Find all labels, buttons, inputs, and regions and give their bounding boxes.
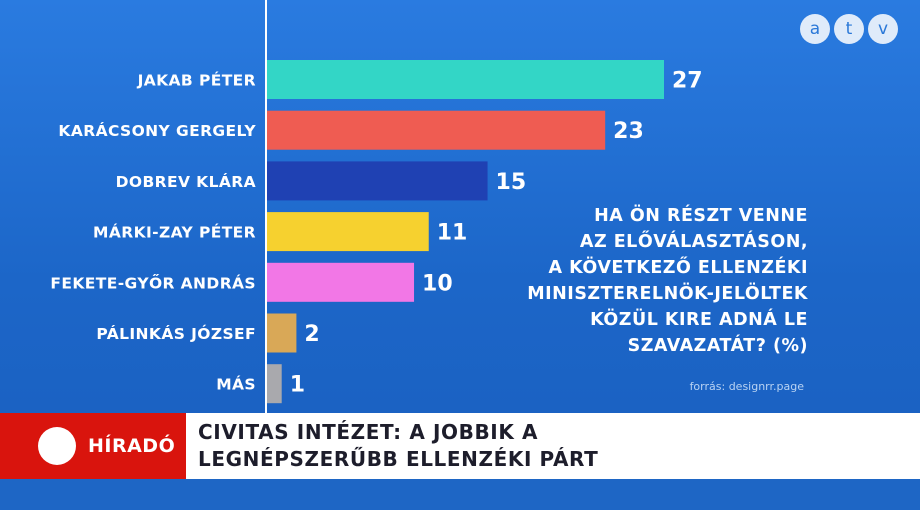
bar [267, 110, 606, 150]
logo-letter-a: a [800, 14, 830, 44]
bar [267, 60, 664, 99]
headline-box: CIVITAS INTÉZET: A JOBBIK A LEGNÉPSZERŰB… [180, 413, 920, 479]
bar [267, 262, 415, 302]
brand-label: HÍRADÓ [88, 435, 176, 457]
news-ticker: HÍRADÓ CIVITAS INTÉZET: A JOBBIK A LEGNÉ… [0, 413, 920, 479]
bar [267, 364, 282, 404]
bar [267, 161, 488, 201]
atv-logo: a t v [800, 14, 898, 44]
value-label: 27 [672, 69, 703, 94]
bottom-band [0, 479, 920, 510]
value-label: 23 [613, 119, 644, 144]
category-label: FEKETE-GYŐR ANDRÁS [50, 272, 256, 292]
category-label: PÁLINKÁS JÓZSEF [96, 324, 256, 343]
value-label: 11 [437, 221, 468, 246]
logo-letter-v: v [868, 14, 898, 44]
category-label: JAKAB PÉTER [137, 71, 256, 90]
brand-circle-icon [38, 427, 76, 465]
bar [267, 212, 429, 252]
chart-question: HA ÖN RÉSZT VENNE AZ ELŐVÁLASZTÁSON, A K… [527, 206, 808, 356]
source-credit: forrás: designrr.page [689, 380, 804, 393]
value-label: 1 [290, 373, 305, 398]
category-label: DOBREV KLÁRA [116, 172, 256, 191]
category-label: MÁS [216, 375, 256, 394]
category-label: KARÁCSONY GERGELY [58, 121, 256, 140]
bar [267, 313, 297, 353]
value-label: 15 [496, 170, 527, 195]
hirado-brand: HÍRADÓ [0, 413, 180, 479]
category-label: MÁRKI-ZAY PÉTER [93, 223, 256, 242]
value-label: 2 [304, 322, 319, 347]
headline: CIVITAS INTÉZET: A JOBBIK A LEGNÉPSZERŰB… [198, 420, 599, 471]
value-label: 10 [422, 271, 453, 296]
logo-letter-t: t [834, 14, 864, 44]
